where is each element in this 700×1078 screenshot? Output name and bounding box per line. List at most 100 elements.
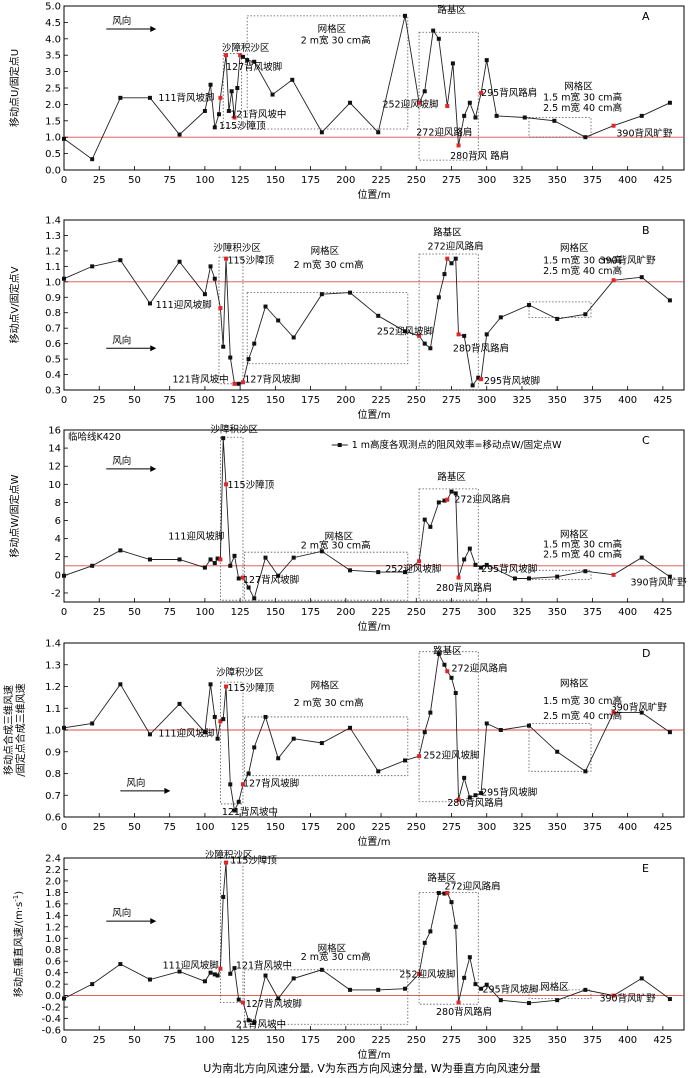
data-point [232, 966, 237, 971]
x-tick-label: 75 [163, 395, 176, 406]
data-point-highlight [224, 684, 229, 689]
y-axis-label: 移动点合成三维风速 [2, 685, 15, 775]
y-axis-label-line2: /固定点合成三维风速 [14, 683, 27, 776]
y-tick-label: 0.2 [45, 980, 61, 991]
data-point-highlight [218, 557, 223, 562]
annotation-label: 280背风 路肩 [450, 150, 509, 162]
annotation-label: 115沙障顶 [227, 682, 274, 694]
data-point [118, 548, 123, 553]
data-point [462, 775, 467, 780]
wind-arrow-head [164, 787, 171, 794]
annotation-label: 1.5 m宽 30 cm高 [543, 539, 622, 551]
panel-letter: E [642, 862, 649, 875]
x-tick-label: 225 [371, 395, 390, 406]
y-tick-label: -0.4 [41, 1014, 61, 1025]
annotation-label: 沙障积沙区 [222, 42, 270, 54]
data-point [252, 1020, 257, 1025]
data-point [263, 304, 268, 309]
data-point [583, 135, 588, 140]
zone-box [528, 301, 592, 318]
annotation-label: 115沙障顶 [227, 479, 274, 491]
data-point [291, 736, 296, 741]
data-point [228, 971, 233, 976]
x-tick-label: 375 [583, 607, 602, 618]
annotation-label: 252迎风坡脚 [377, 325, 433, 337]
data-point [462, 975, 467, 980]
data-point [291, 555, 296, 560]
data-point [453, 924, 458, 929]
x-axis-label: 位置/m [357, 1048, 390, 1061]
annotation-label: 网格区 [318, 23, 347, 35]
zone-box [220, 681, 244, 805]
y-tick-label: -0.6 [41, 1026, 61, 1037]
y-axis-label: 移动点U/固定点U [8, 49, 21, 127]
data-point-highlight [240, 782, 245, 787]
data-point [62, 996, 66, 1001]
y-tick-label: 0.5 [45, 355, 61, 366]
data-point [667, 100, 672, 105]
data-point [177, 259, 182, 264]
y-tick-label: 1.2 [45, 682, 61, 693]
data-point [428, 524, 433, 529]
data-point [484, 562, 489, 567]
data-point [376, 313, 381, 318]
y-tick-label: 0.7 [45, 791, 61, 802]
data-point [226, 108, 231, 113]
x-tick-label: 25 [93, 1035, 106, 1046]
data-point [118, 95, 123, 100]
data-point [236, 997, 241, 1002]
data-point [215, 556, 220, 561]
y-tick-label: 0.6 [45, 957, 61, 968]
annotation-label: 21背风坡中 [236, 1019, 286, 1031]
x-tick-label: 325 [512, 175, 531, 186]
data-point-highlight [611, 123, 616, 128]
x-tick-label: 200 [336, 175, 355, 186]
annotation-label: 沙障积沙区 [213, 242, 261, 254]
data-point [376, 570, 381, 575]
data-point-highlight [611, 572, 616, 577]
x-tick-label: 25 [93, 395, 106, 406]
data-point [667, 997, 672, 1002]
y-tick-label: 3.5 [45, 51, 61, 62]
data-point-highlight [218, 306, 223, 311]
annotation-label: 2.5 m宽 40 cm高 [543, 265, 622, 277]
y-tick-label: 1.6 [45, 899, 61, 910]
data-point-highlight [240, 575, 245, 580]
data-point [62, 573, 66, 578]
y-tick-label: 8 [55, 498, 61, 509]
x-tick-label: 0 [61, 822, 67, 833]
y-axis-label-sup: -1 [12, 895, 20, 902]
x-tick-label: 75 [163, 1035, 176, 1046]
x-tick-label: 275 [442, 175, 461, 186]
data-point [473, 562, 478, 567]
annotation-label: 280背风路肩 [436, 1006, 492, 1018]
data-point [348, 568, 353, 573]
plot-frame [63, 857, 685, 1031]
annotation-label: 网格区 [540, 981, 569, 993]
zone-box [220, 861, 244, 1003]
y-tick-label: 1.2 [45, 922, 61, 933]
x-tick-label: 225 [371, 175, 390, 186]
data-point [118, 962, 123, 967]
annotation-label: 252迎风坡脚 [382, 99, 438, 111]
data-point [177, 557, 182, 562]
data-point-highlight [479, 377, 484, 382]
data-point [291, 976, 296, 981]
data-point-highlight [417, 754, 422, 759]
y-tick-label: 2.4 [45, 854, 61, 865]
data-point-highlight [611, 710, 616, 715]
x-tick-label: 300 [477, 175, 496, 186]
data-point [422, 517, 427, 522]
data-point-highlight [456, 143, 461, 148]
panel-A: 0.0 0.5 1.0 1.5 2.0 2.5 3.0 3.5 4.0 4.5 5.0 0 25 50 75… [8, 2, 685, 201]
x-tick-label: 75 [163, 822, 176, 833]
zone-box [418, 31, 479, 161]
annotation-label: 390背风旷野 [630, 577, 687, 589]
data-point [263, 714, 268, 719]
data-point [484, 721, 489, 726]
data-point [522, 115, 527, 120]
zone-box [528, 117, 592, 138]
data-point [246, 357, 251, 362]
data-point-highlight [445, 669, 450, 674]
annotation-label: 280背风路肩 [453, 342, 509, 354]
